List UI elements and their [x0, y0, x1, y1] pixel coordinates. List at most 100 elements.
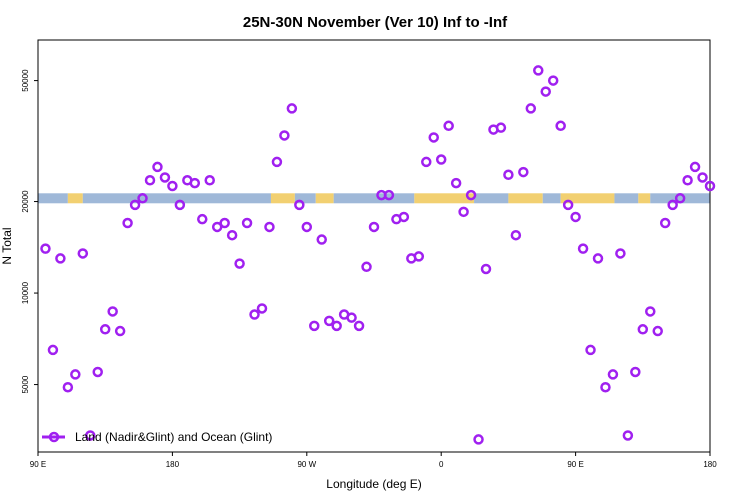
x-axis: 90 E 180 90 W 0 90 E 180 — [30, 452, 717, 469]
data-point — [122, 217, 133, 229]
data-point — [361, 261, 372, 273]
data-point — [659, 217, 671, 229]
band-segment-ocean — [650, 193, 710, 204]
x-tick-label: 90 W — [297, 460, 316, 469]
data-point — [294, 199, 305, 211]
y-tick-label: 50000 — [21, 69, 30, 92]
data-point — [47, 344, 59, 356]
data-point — [368, 221, 380, 233]
data-point — [204, 175, 215, 186]
data-point — [689, 161, 701, 173]
band-segment-land — [638, 193, 651, 204]
data-point — [197, 213, 208, 225]
data-points — [40, 65, 716, 445]
data-point — [473, 434, 484, 445]
data-point — [398, 211, 410, 223]
data-point — [525, 103, 537, 114]
band-segment-ocean — [542, 193, 561, 204]
band-segment-land — [508, 193, 543, 204]
data-point — [331, 320, 342, 332]
data-point — [55, 253, 66, 264]
data-point — [70, 369, 81, 380]
band-segment-land — [67, 193, 83, 204]
data-point — [674, 193, 686, 204]
data-point — [92, 366, 103, 378]
data-point — [279, 130, 290, 141]
data-point — [62, 381, 74, 393]
data-point — [114, 325, 126, 337]
y-tick-label: 20000 — [21, 190, 30, 213]
y-axis-label: N Total — [0, 227, 14, 264]
legend: Land (Nadir&Glint) and Ocean (Glint) — [42, 430, 272, 444]
data-point — [129, 199, 141, 211]
data-point — [645, 306, 656, 317]
data-point — [615, 248, 626, 259]
data-point — [144, 175, 156, 186]
data-point — [435, 154, 447, 165]
data-point — [570, 211, 581, 223]
data-point — [152, 161, 163, 173]
data-point — [226, 229, 238, 241]
band-segment-land — [270, 193, 295, 204]
data-point — [346, 312, 357, 323]
data-point — [413, 251, 425, 262]
band-segment-ocean — [294, 193, 316, 204]
data-point — [271, 156, 283, 168]
data-point — [421, 156, 432, 168]
band-segment-ocean — [82, 193, 271, 204]
x-tick-label: 180 — [703, 460, 717, 469]
data-point — [159, 172, 171, 183]
data-point — [40, 243, 51, 254]
legend-label: Land (Nadir&Glint) and Ocean (Glint) — [75, 430, 272, 444]
plot-frame — [37, 39, 711, 453]
data-point — [316, 234, 327, 245]
x-tick-label: 90 E — [30, 460, 46, 469]
band-segment-ocean — [333, 193, 415, 204]
data-point — [465, 189, 477, 201]
x-tick-label: 180 — [166, 460, 180, 469]
band-segment-ocean — [38, 193, 68, 204]
chart-title: 25N-30N November (Ver 10) Inf to -Inf — [243, 14, 508, 31]
data-point — [264, 221, 275, 233]
data-point — [286, 103, 298, 114]
data-point — [503, 169, 514, 181]
data-point — [256, 303, 268, 314]
data-point — [234, 258, 245, 269]
data-point — [555, 120, 566, 132]
land-ocean-band — [38, 193, 710, 204]
data-point — [630, 366, 641, 378]
data-point — [562, 199, 574, 211]
data-point — [219, 217, 230, 229]
data-point — [353, 320, 365, 332]
data-point — [77, 248, 89, 259]
data-point — [167, 180, 178, 192]
data-point — [607, 369, 619, 380]
x-tick-label: 0 — [439, 460, 444, 469]
data-point — [309, 320, 320, 332]
band-segment-land — [315, 193, 334, 204]
data-point — [667, 199, 678, 211]
data-point — [428, 132, 439, 143]
data-point — [241, 217, 253, 229]
data-point — [592, 253, 604, 264]
band-segment-land — [560, 193, 615, 204]
y-axis: 5000 10000 20000 50000 — [21, 69, 38, 393]
data-point — [450, 177, 462, 189]
band-segment-ocean — [474, 193, 509, 204]
data-point — [547, 75, 559, 86]
data-point — [652, 325, 663, 337]
data-point — [85, 430, 96, 441]
data-point — [107, 306, 118, 317]
data-point — [383, 189, 395, 201]
x-axis-label: Longitude (deg E) — [326, 477, 421, 491]
y-tick-label: 10000 — [21, 281, 30, 304]
data-point — [622, 430, 634, 441]
data-point — [189, 177, 201, 189]
data-point — [323, 315, 335, 327]
data-point — [637, 324, 649, 335]
data-point — [480, 263, 492, 275]
data-point — [585, 344, 596, 356]
data-point — [533, 65, 544, 76]
data-point — [301, 221, 313, 233]
